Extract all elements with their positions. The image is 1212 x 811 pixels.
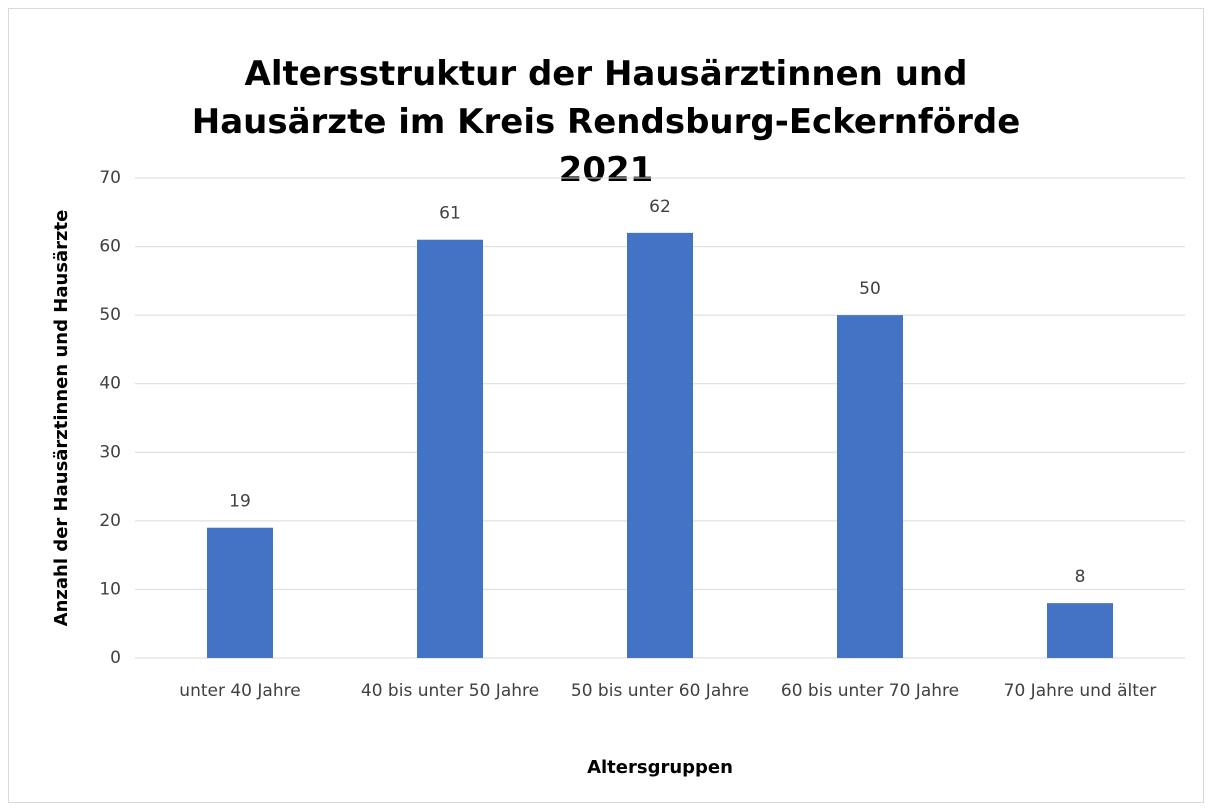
x-tick-label: unter 40 Jahre (179, 681, 300, 701)
data-label: 61 (439, 204, 461, 224)
y-tick-label: 50 (99, 305, 121, 325)
x-tick-label: 50 bis unter 60 Jahre (571, 681, 749, 701)
y-tick-label: 0 (110, 648, 121, 668)
y-tick-label: 20 (99, 511, 121, 531)
x-tick-label: 60 bis unter 70 Jahre (781, 681, 959, 701)
bar (207, 527, 273, 658)
bar (417, 239, 483, 658)
data-label: 62 (649, 197, 671, 217)
y-axis-title: Anzahl der Hausärztinnen und Hausärzte (51, 210, 72, 627)
bar (837, 315, 903, 658)
data-label: 8 (1075, 567, 1086, 587)
data-label: 50 (859, 279, 881, 299)
data-label: 19 (229, 492, 251, 512)
y-tick-label: 30 (99, 442, 121, 462)
y-tick-label: 60 (99, 237, 121, 257)
x-tick-label: 70 Jahre und älter (1004, 681, 1157, 701)
chart-title: Altersstruktur der Hausärztinnen und Haus… (192, 54, 1021, 190)
x-tick-label: 40 bis unter 50 Jahre (361, 681, 539, 701)
y-tick-label: 10 (99, 579, 121, 599)
bar (1047, 603, 1113, 658)
bar (627, 232, 693, 658)
chart-frame (8, 8, 1204, 803)
y-tick-label: 40 (99, 374, 121, 394)
y-tick-label: 70 (99, 168, 121, 188)
x-axis-title: Altersgruppen (587, 757, 733, 778)
